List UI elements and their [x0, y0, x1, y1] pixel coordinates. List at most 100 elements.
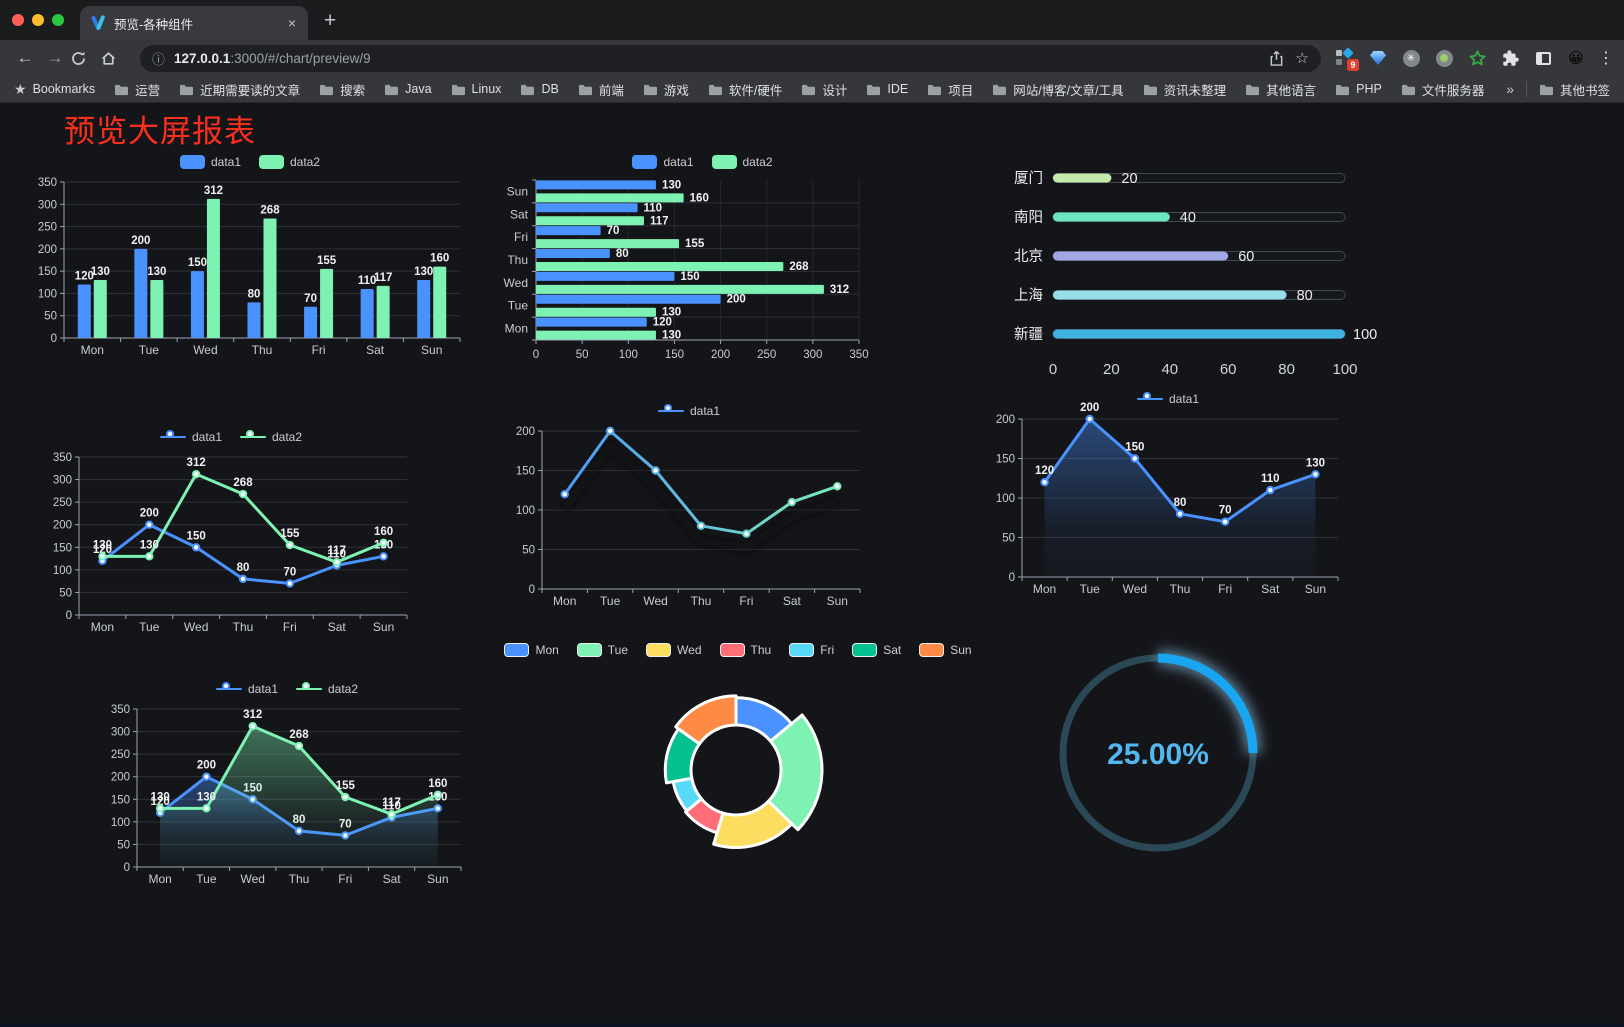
legend-label: Sat	[883, 643, 902, 657]
legend-item[interactable]: data2	[296, 682, 358, 696]
svg-text:312: 312	[830, 284, 849, 296]
extension-monkey-icon[interactable]: 9	[1335, 47, 1359, 71]
folder-icon	[1539, 84, 1553, 95]
legend-marker-icon	[919, 643, 945, 657]
svg-text:100: 100	[53, 565, 72, 577]
home-button[interactable]	[100, 50, 130, 67]
svg-text:155: 155	[317, 255, 337, 267]
svg-text:110: 110	[327, 548, 346, 560]
other-bookmarks-folder[interactable]: 其他书签	[1539, 80, 1610, 99]
share-icon[interactable]	[1269, 50, 1284, 67]
bookmark-item[interactable]: 资讯未整理	[1143, 80, 1226, 99]
profile-avatar[interactable]: 😀	[1568, 50, 1584, 67]
bookmark-item[interactable]: PHP	[1335, 82, 1382, 96]
bookmark-item[interactable]: 项目	[927, 80, 973, 99]
legend-item[interactable]: data1	[657, 404, 720, 418]
bookmark-item[interactable]: 设计	[801, 80, 847, 99]
bookmark-item[interactable]: 游戏	[643, 80, 689, 99]
tab-close-icon[interactable]: ×	[287, 15, 296, 31]
svg-text:130: 130	[140, 539, 159, 551]
legend-marker-icon	[259, 155, 284, 169]
legend-label: data2	[328, 682, 359, 696]
bookmark-item[interactable]: 文件服务器	[1401, 80, 1485, 99]
window-minimize-button[interactable]	[32, 14, 44, 26]
svg-text:350: 350	[53, 452, 72, 464]
bookmark-item[interactable]: IDE	[866, 82, 908, 96]
side-panel-icon[interactable]	[1533, 48, 1553, 68]
extension-snowflake-icon[interactable]: ✳	[1401, 48, 1421, 68]
svg-text:130: 130	[151, 791, 170, 803]
window-zoom-button[interactable]	[52, 14, 64, 26]
legend-item[interactable]: data1	[632, 155, 694, 169]
svg-text:0: 0	[124, 862, 130, 874]
address-bar[interactable]: ⓘ 127.0.0.1:3000/#/chart/preview/9 ☆	[140, 44, 1321, 72]
bookmark-item[interactable]: Linux	[451, 82, 501, 96]
svg-text:Mon: Mon	[91, 620, 114, 634]
site-info-icon[interactable]: ⓘ	[152, 51, 166, 67]
bookmark-item[interactable]: 其他语言	[1245, 80, 1316, 99]
legend-item[interactable]: data1	[215, 682, 278, 696]
extensions-puzzle-icon[interactable]	[1500, 48, 1520, 68]
legend-item[interactable]: Wed	[646, 643, 702, 657]
forward-button[interactable]: →	[46, 48, 64, 67]
browser-menu-icon[interactable]: ⋮	[1598, 50, 1614, 67]
svg-text:80: 80	[248, 288, 261, 300]
svg-text:130: 130	[662, 179, 681, 191]
extension-gem-icon[interactable]	[1368, 48, 1388, 68]
svg-text:300: 300	[803, 349, 822, 361]
browser-tab[interactable]: 预览-各种组件 ×	[80, 6, 308, 40]
legend-marker-icon	[646, 643, 672, 657]
legend-item[interactable]: data2	[259, 155, 320, 169]
legend-item[interactable]: Tue	[576, 643, 628, 657]
legend-label: Thu	[750, 643, 772, 657]
legend-item[interactable]: Mon	[504, 643, 559, 657]
window-close-button[interactable]	[12, 14, 24, 26]
extension-star-icon[interactable]	[1467, 48, 1487, 68]
folder-icon	[643, 84, 657, 95]
legend-item[interactable]: data2	[240, 430, 302, 444]
bookmark-item[interactable]: Java	[384, 82, 432, 96]
legend-item[interactable]: data1	[159, 430, 222, 444]
bookmark-item[interactable]: 运营	[114, 80, 160, 99]
bookmark-label: 设计	[822, 83, 848, 98]
legend-item[interactable]: Sun	[919, 643, 972, 657]
legend-item[interactable]: data1	[1136, 392, 1199, 406]
legend-item[interactable]: Fri	[789, 643, 834, 657]
svg-text:0: 0	[529, 584, 535, 596]
svg-text:0: 0	[1009, 572, 1015, 584]
legend-marker-icon	[240, 430, 266, 444]
bookmarks-manager-item[interactable]: ★ Bookmarks	[14, 81, 95, 98]
browser-toolbar: ← → ⓘ 127.0.0.1:3000/#/chart/preview/9 ☆…	[0, 40, 1624, 76]
svg-text:200: 200	[53, 520, 72, 532]
chart-grouped-bar-panel: data1 data2 0 50 100 150 200 250 300 350 Mon Tue We…	[30, 150, 470, 360]
bookmark-label: 文件服务器	[1421, 83, 1485, 98]
svg-text:Tue: Tue	[508, 299, 529, 313]
svg-text:200: 200	[111, 772, 130, 784]
dual-line-chart: 0 50 100 150 200 250 300 350 Mon Tue Wed Thu Fri Sat S…	[53, 452, 408, 634]
bookmark-item[interactable]: DB	[520, 82, 559, 96]
bookmark-star-icon[interactable]: ☆	[1295, 50, 1309, 67]
extension-green-dot-icon[interactable]	[1434, 48, 1454, 68]
bookmark-item[interactable]: 前端	[578, 80, 624, 99]
svg-text:200: 200	[140, 508, 159, 520]
legend-item[interactable]: data1	[179, 155, 241, 169]
bookmark-item[interactable]: 软件/硬件	[708, 80, 782, 99]
legend-item[interactable]: Sat	[852, 643, 901, 657]
bookmark-item[interactable]: 搜索	[319, 80, 365, 99]
reload-button[interactable]	[70, 50, 100, 67]
bookmark-item[interactable]: 近期需要读的文章	[179, 80, 300, 99]
folder-icon	[1336, 84, 1350, 95]
back-button[interactable]: ←	[16, 48, 34, 67]
new-tab-button[interactable]: +	[324, 9, 337, 32]
chart-legend: data1 data2	[45, 425, 417, 449]
legend-item[interactable]: data2	[711, 155, 773, 169]
legend-item[interactable]: Thu	[719, 643, 772, 657]
svg-text:130: 130	[147, 266, 166, 278]
progress-bars-chart: 厦门 20 南阳 40 北京 60 上海 80 新疆 100 0 20 40 60 80 100	[1014, 170, 1377, 378]
bookmark-label: 运营	[135, 83, 161, 98]
chart-legend: data1	[508, 399, 870, 423]
svg-text:50: 50	[44, 311, 57, 323]
chart-legend: data1 data2	[30, 150, 470, 174]
bookmarks-overflow-chevron[interactable]: »	[1506, 81, 1514, 97]
bookmark-item[interactable]: 网站/博客/文章/工具	[992, 80, 1124, 99]
